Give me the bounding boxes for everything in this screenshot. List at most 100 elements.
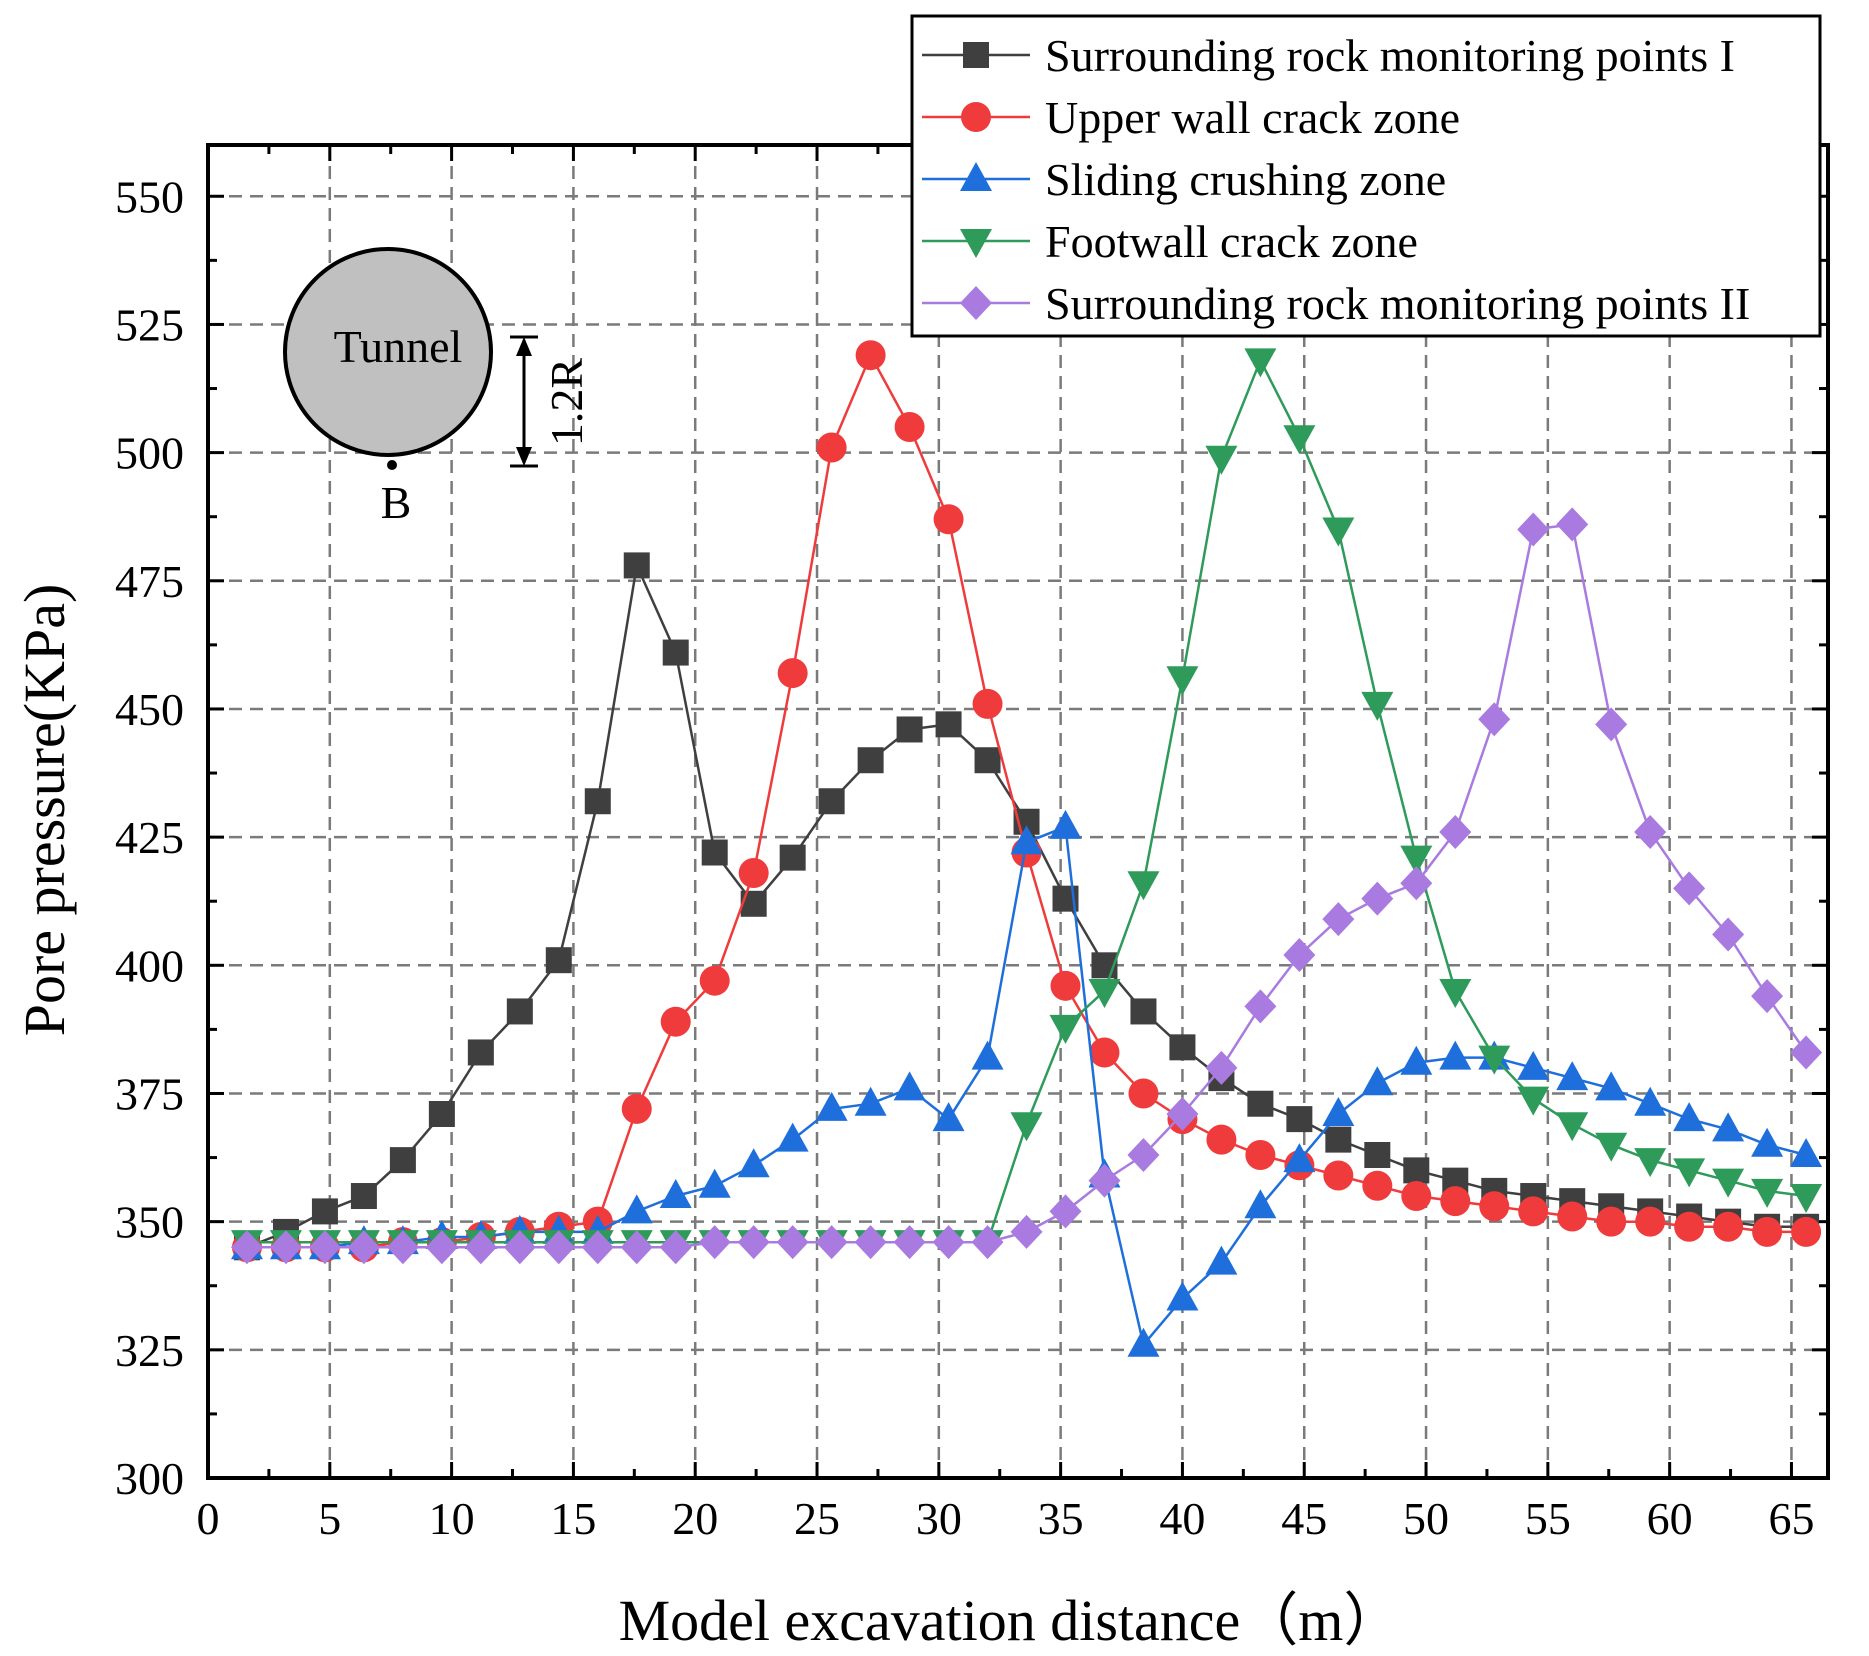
data-point bbox=[1517, 1050, 1550, 1080]
data-point bbox=[350, 1183, 377, 1210]
data-point bbox=[428, 1100, 455, 1127]
data-point bbox=[1361, 881, 1394, 916]
data-point bbox=[620, 1230, 653, 1265]
data-point bbox=[1088, 1163, 1121, 1198]
data-point bbox=[1205, 445, 1238, 475]
dimension-arrow-up bbox=[516, 337, 532, 356]
data-point bbox=[1790, 1184, 1823, 1214]
legend: Surrounding rock monitoring points I Uppe… bbox=[910, 14, 1822, 338]
data-point bbox=[854, 1086, 887, 1116]
data-point bbox=[701, 839, 728, 866]
x-tick-label: 10 bbox=[429, 1493, 475, 1544]
data-point bbox=[1713, 1211, 1744, 1242]
data-point bbox=[1049, 1194, 1082, 1229]
data-point bbox=[1205, 1050, 1238, 1085]
data-point bbox=[1206, 1124, 1237, 1155]
data-point bbox=[1401, 1181, 1432, 1212]
data-point bbox=[1595, 707, 1628, 742]
legend-marker bbox=[960, 162, 992, 191]
y-tick-label: 500 bbox=[115, 428, 184, 479]
x-tick-label: 5 bbox=[318, 1493, 341, 1544]
data-point bbox=[1673, 1158, 1706, 1188]
data-point bbox=[1322, 902, 1355, 937]
data-point bbox=[1557, 1201, 1588, 1232]
legend-entry: Surrounding rock monitoring points II bbox=[922, 278, 1750, 329]
data-point bbox=[1596, 1206, 1627, 1237]
data-point bbox=[972, 688, 1003, 719]
data-point bbox=[893, 1225, 926, 1260]
x-tick-label: 20 bbox=[672, 1493, 718, 1544]
data-point bbox=[425, 1230, 458, 1265]
data-point bbox=[1325, 1126, 1352, 1153]
data-point bbox=[698, 1168, 731, 1198]
data-point bbox=[1439, 1040, 1472, 1070]
data-point bbox=[1635, 1206, 1666, 1237]
y-tick-label: 350 bbox=[115, 1197, 184, 1248]
tunnel-label: Tunnel bbox=[334, 321, 463, 372]
data-point bbox=[896, 716, 923, 743]
x-tick-label: 35 bbox=[1038, 1493, 1084, 1544]
data-point bbox=[1556, 1061, 1589, 1091]
data-point bbox=[1130, 998, 1157, 1025]
data-point bbox=[971, 1040, 1004, 1070]
data-point bbox=[1322, 1096, 1355, 1126]
data-point bbox=[1244, 989, 1277, 1024]
data-point bbox=[1010, 1112, 1043, 1142]
x-tick-label: 15 bbox=[550, 1493, 596, 1544]
legend-label: Footwall crack zone bbox=[1045, 216, 1418, 267]
data-point bbox=[776, 1122, 809, 1152]
data-point bbox=[818, 788, 845, 815]
y-tick-label: 375 bbox=[115, 1068, 184, 1119]
distance-label: 1.2R bbox=[541, 358, 592, 447]
legend-label: Sliding crushing zone bbox=[1045, 154, 1446, 205]
x-tick-label: 55 bbox=[1525, 1493, 1571, 1544]
data-point bbox=[1595, 1071, 1628, 1101]
y-tick-label: 550 bbox=[115, 171, 184, 222]
data-point bbox=[1049, 809, 1082, 839]
data-point bbox=[1322, 517, 1355, 547]
data-point bbox=[659, 1230, 692, 1265]
data-point bbox=[737, 1148, 770, 1178]
data-point bbox=[1517, 1086, 1550, 1116]
data-point bbox=[1556, 1112, 1589, 1142]
data-point bbox=[1478, 702, 1511, 737]
data-point bbox=[1595, 1132, 1628, 1162]
data-point bbox=[1674, 1211, 1705, 1242]
legend-entry: Sliding crushing zone bbox=[922, 154, 1446, 205]
x-tick-label: 45 bbox=[1281, 1493, 1327, 1544]
data-point bbox=[777, 658, 808, 689]
data-point bbox=[1400, 1045, 1433, 1075]
data-point bbox=[545, 947, 572, 974]
data-point bbox=[1712, 917, 1745, 952]
data-point bbox=[1634, 1148, 1667, 1178]
data-point bbox=[1400, 845, 1433, 875]
data-point bbox=[311, 1198, 338, 1225]
x-tick-label: 0 bbox=[197, 1493, 220, 1544]
data-point bbox=[974, 747, 1001, 774]
x-tick-label: 30 bbox=[916, 1493, 962, 1544]
data-point bbox=[1518, 1196, 1549, 1227]
data-point bbox=[1127, 871, 1160, 901]
data-point bbox=[1169, 1034, 1196, 1061]
legend-label: Upper wall crack zone bbox=[1045, 92, 1460, 143]
data-point bbox=[1790, 1138, 1823, 1168]
data-point bbox=[269, 1230, 302, 1265]
tunnel-inset: Tunnel B 1.2R bbox=[283, 247, 592, 528]
data-point bbox=[1791, 1216, 1822, 1247]
data-point bbox=[1283, 938, 1316, 973]
data-point bbox=[621, 1093, 652, 1124]
legend-marker bbox=[960, 286, 992, 320]
data-point bbox=[738, 858, 769, 889]
data-point bbox=[1127, 1138, 1160, 1173]
data-point bbox=[1283, 1143, 1316, 1173]
data-point bbox=[855, 340, 886, 371]
data-point bbox=[1712, 1112, 1745, 1142]
legend-box bbox=[910, 14, 1822, 338]
data-point bbox=[932, 1225, 965, 1260]
data-point bbox=[1089, 1037, 1120, 1068]
data-point bbox=[737, 1225, 770, 1260]
data-point bbox=[1439, 815, 1472, 850]
data-point bbox=[1634, 1086, 1667, 1116]
data-point bbox=[1010, 825, 1043, 855]
data-point bbox=[1364, 1142, 1391, 1169]
